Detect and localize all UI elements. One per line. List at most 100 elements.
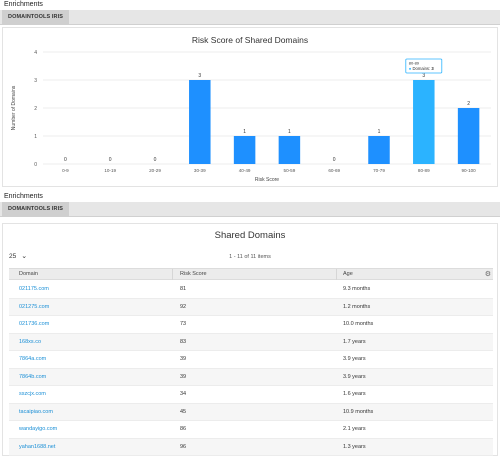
x-tick-label: 40-49 — [239, 168, 251, 173]
bar — [413, 80, 435, 164]
column-header-domain[interactable]: Domain — [19, 271, 38, 277]
domain-link[interactable]: 7864a.com — [19, 356, 47, 362]
column-header-risk-score[interactable]: Risk Score — [180, 271, 207, 277]
x-tick-label: 80-89 — [418, 168, 430, 173]
domain-link[interactable]: 168xs.co — [19, 338, 42, 345]
age-cell: 3.9 years — [343, 356, 366, 362]
risk-score-cell: 92 — [180, 303, 187, 310]
table-row[interactable]: 021275.com 92 1.2 months — [9, 298, 493, 316]
data-label: 0 — [64, 157, 67, 163]
domain-link[interactable]: 021175.com — [19, 286, 49, 292]
bar — [189, 80, 211, 164]
tab-domaintools-iris[interactable]: DOMAINTOOLS IRIS — [2, 10, 69, 25]
tooltip-range: 80-89 — [409, 61, 420, 66]
y-tick-label: 0 — [34, 162, 37, 168]
tab-domaintools-iris-2[interactable]: DOMAINTOOLS IRIS — [2, 202, 69, 217]
tab-bar-2: DOMAINTOOLS IRIS — [0, 202, 500, 217]
data-label: 1 — [243, 129, 246, 135]
table-row[interactable]: 021736.com 73 10.0 months — [9, 316, 493, 334]
chart-title: Risk Score of Shared Domains — [191, 35, 309, 45]
age-cell: 3.9 years — [343, 373, 366, 380]
x-tick-label: 70-79 — [373, 168, 385, 173]
x-tick-label: 50-59 — [284, 168, 296, 173]
bar — [457, 108, 480, 164]
table-row[interactable]: 7864a.com 39 3.9 years — [9, 351, 493, 369]
table-row[interactable]: 021175.com 81 9.3 months — [9, 281, 493, 299]
y-tick-label: 3 — [34, 78, 37, 84]
x-tick-label: 30-39 — [194, 168, 206, 173]
table-row[interactable]: wandayigo.com 86 2.1 years — [9, 421, 493, 439]
enrichments-heading-2: Enrichments — [4, 193, 43, 200]
domain-link[interactable]: yahan1688.net — [19, 443, 56, 450]
column-divider[interactable] — [336, 269, 337, 280]
age-cell: 9.3 months — [343, 286, 371, 292]
domain-link[interactable]: sszcjx.com — [19, 391, 46, 397]
age-cell: 10.9 months — [343, 408, 374, 415]
risk-score-cell: 81 — [180, 286, 187, 292]
age-cell: 10.0 months — [343, 321, 374, 327]
data-label: 0 — [333, 157, 336, 163]
y-axis-label: Number of Domains — [11, 85, 17, 130]
table-title: Shared Domains — [214, 230, 286, 241]
risk-score-cell: 39 — [180, 356, 187, 362]
x-axis-label: Risk Score — [255, 177, 279, 183]
y-tick-label: 1 — [34, 134, 37, 140]
risk-score-cell: 45 — [180, 408, 187, 415]
bar — [278, 136, 301, 164]
enrichments-section-2: Enrichments DOMAINTOOLS IRIS — [0, 192, 500, 217]
page-size-value: 25 — [9, 252, 17, 260]
risk-score-cell: 73 — [180, 321, 187, 327]
risk-score-cell: 83 — [180, 338, 187, 345]
bar — [233, 136, 256, 164]
data-label: 2 — [467, 101, 470, 107]
risk-score-cell: 34 — [180, 391, 187, 397]
age-cell: 2.1 years — [343, 426, 366, 432]
table-row[interactable]: 168xs.co 83 1.7 years — [9, 333, 493, 351]
tooltip-value: ● Domains: 3 — [409, 66, 435, 71]
column-header-age[interactable]: Age — [343, 271, 353, 277]
age-cell: 1.6 years — [343, 391, 366, 397]
table-row[interactable]: sszcjx.com 34 1.6 years — [9, 386, 493, 404]
table-row[interactable]: 7864b.com 39 3.9 years — [9, 368, 493, 386]
table-body: 021175.com 81 9.3 months 021275.com 92 1.2 mo… — [9, 281, 493, 456]
data-label: 3 — [422, 73, 425, 79]
y-tick-label: 4 — [34, 50, 37, 56]
domain-link[interactable]: 021736.com — [19, 321, 50, 327]
table-header: Domain Risk Score Age ⚙ — [9, 268, 493, 280]
x-tick-label: 20-29 — [149, 168, 161, 173]
column-divider[interactable] — [172, 269, 173, 280]
x-tick-label: 10-19 — [104, 168, 116, 173]
chevron-down-icon: ⌄ — [21, 253, 28, 260]
enrichments-heading: Enrichments — [4, 1, 43, 8]
tab-bar: DOMAINTOOLS IRIS — [0, 10, 500, 25]
age-cell: 1.7 years — [343, 338, 366, 345]
page-size-select[interactable]: 25 ⌄ — [9, 252, 28, 261]
data-label: 1 — [378, 129, 381, 135]
tooltip-box — [405, 58, 443, 74]
bar — [368, 136, 390, 164]
risk-score-cell: 39 — [180, 373, 187, 380]
domain-link[interactable]: wandayigo.com — [19, 426, 58, 432]
table-row[interactable]: tacaipiao.com 45 10.9 months — [9, 403, 493, 421]
gear-icon[interactable]: ⚙ — [484, 271, 491, 278]
table-row[interactable]: yahan1688.net 96 1.3 years — [9, 438, 493, 456]
chart-panel: Risk Score of Shared Domains 0 1 2 3 4 Number… — [2, 27, 498, 187]
risk-score-chart: 0 1 2 3 4 Number of Domains Risk Score 0 0-9 0 10-… — [11, 50, 491, 183]
domain-link[interactable]: 7864b.com — [19, 373, 47, 380]
age-cell: 1.3 years — [343, 443, 366, 450]
y-tick-label: 2 — [34, 106, 37, 112]
data-label: 3 — [198, 73, 201, 79]
domain-link[interactable]: 021275.com — [19, 303, 50, 310]
risk-score-cell: 96 — [180, 443, 187, 450]
data-label: 0 — [154, 157, 157, 163]
data-label: 1 — [288, 129, 291, 135]
domain-link[interactable]: tacaipiao.com — [19, 408, 53, 415]
shared-domains-panel: Shared Domains 25 ⌄ 1 - 11 of 11 items D… — [2, 223, 498, 456]
x-tick-label: 60-69 — [328, 168, 340, 173]
x-tick-label: 0-9 — [62, 168, 69, 173]
data-label: 0 — [109, 157, 112, 163]
risk-score-cell: 86 — [180, 426, 187, 432]
x-tick-label: 90-100 — [461, 168, 476, 173]
item-count: 1 - 11 of 11 items — [229, 254, 271, 260]
age-cell: 1.2 months — [343, 303, 371, 310]
